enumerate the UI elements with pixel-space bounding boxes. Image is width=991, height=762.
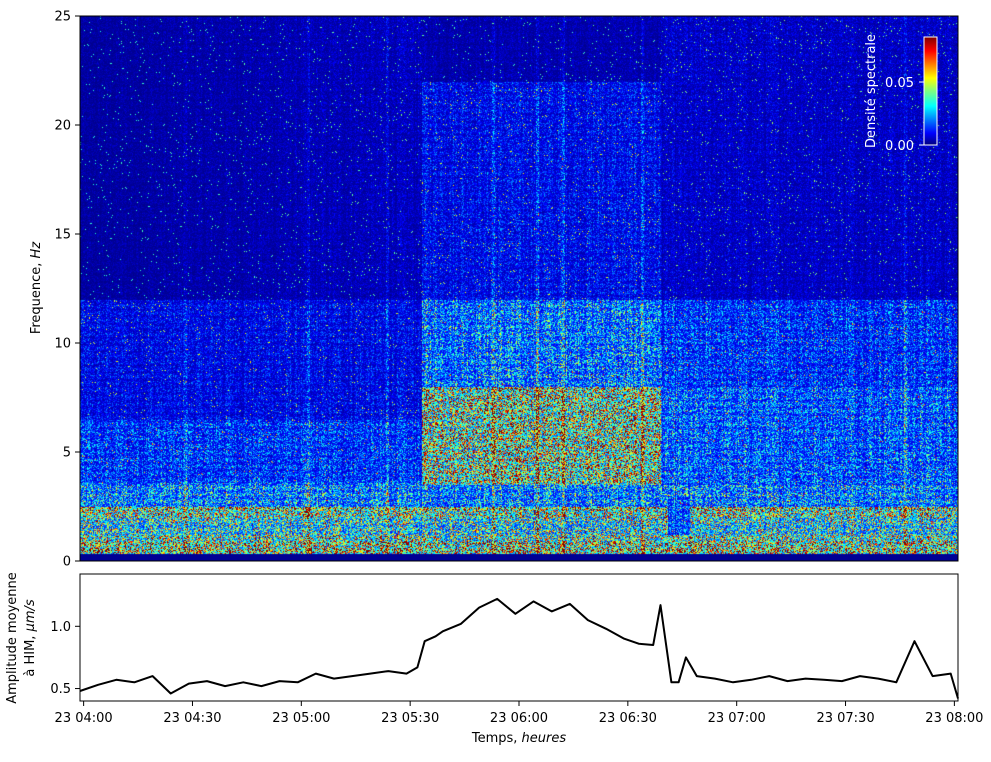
amplitude-y-tick-label: 1.0 xyxy=(50,620,71,635)
amplitude-x-tick-label: 23 07:30 xyxy=(816,711,874,726)
amplitude-x-axis: 23 04:00 23 04:30 23 05:00 23 05:30 23 06:00… xyxy=(55,701,983,726)
amplitude-y-label-line2: à HIM, µm/s xyxy=(23,599,38,677)
spectrogram-image-holder xyxy=(80,16,958,561)
amplitude-x-tick-label: 23 06:30 xyxy=(599,711,657,726)
amplitude-x-tick-label: 23 05:30 xyxy=(381,711,439,726)
spectrogram-y-tick-label: 15 xyxy=(54,228,71,243)
spectrogram-image xyxy=(80,16,958,561)
colorbar-label: Densité spectrale xyxy=(864,34,879,148)
amplitude-y-tick-label: 0.5 xyxy=(50,682,71,697)
spectrogram-y-tick-label: 10 xyxy=(54,337,71,352)
spectrogram-y-tick-label: 20 xyxy=(54,119,71,134)
amplitude-x-tick-label: 23 04:00 xyxy=(55,711,113,726)
amplitude-y-label-line1: Amplitude moyenne xyxy=(5,572,20,704)
spectrogram-y-tick-label: 5 xyxy=(63,446,71,461)
amplitude-x-label: Temps, heures xyxy=(471,731,567,746)
amplitude-panel: 0.51.0 23 04:00 23 04:30 23 05:00 23 05:30 2… xyxy=(5,572,983,746)
colorbar-scale xyxy=(923,36,938,146)
spectrogram-panel: 0 5 10 15 20 25 Frequence, Hz 0.00 0.05 Densi… xyxy=(29,10,959,570)
spectrogram-frame xyxy=(79,15,959,562)
amplitude-line xyxy=(79,597,959,699)
colorbar: 0.00 0.05 Densité spectrale xyxy=(864,34,938,154)
spectrogram-y-label: Frequence, Hz xyxy=(29,241,44,335)
amplitude-x-tick-label: 23 04:30 xyxy=(163,711,221,726)
amplitude-x-tick-label: 23 05:00 xyxy=(272,711,330,726)
colorbar-tick-label-0: 0.00 xyxy=(885,139,914,154)
amplitude-x-tick-label: 23 08:00 xyxy=(925,711,983,726)
amplitude-x-tick-label: 23 07:00 xyxy=(708,711,766,726)
amplitude-x-tick-label: 23 06:00 xyxy=(490,711,548,726)
spectrogram-y-tick-label: 25 xyxy=(54,10,71,25)
spectrogram-y-axis: 0 5 10 15 20 25 xyxy=(54,10,80,570)
amplitude-y-axis: 0.5 1.0 xyxy=(50,620,80,697)
colorbar-tick-label-1: 0.05 xyxy=(885,76,914,91)
spectrogram-y-tick-label: 0 xyxy=(63,555,71,570)
